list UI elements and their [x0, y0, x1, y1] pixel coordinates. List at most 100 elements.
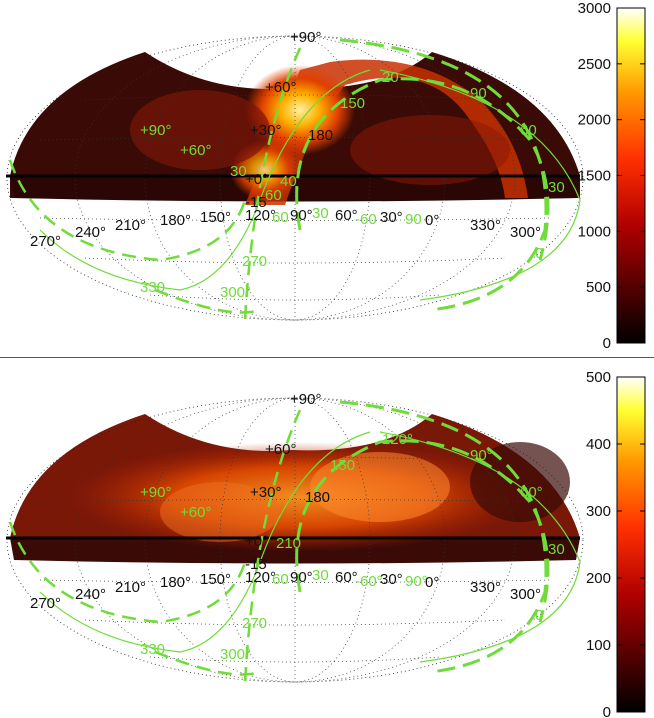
svg-text:0°: 0° [425, 574, 439, 591]
colorbar-bottom-gradient [616, 376, 646, 713]
colorbar-tick-label: 1000 [578, 223, 611, 240]
note-top-180: 180 [308, 127, 333, 144]
lon-top-0: 0° [425, 212, 439, 229]
svg-text:150°: 150° [200, 571, 231, 588]
svg-text:300°: 300° [220, 284, 251, 301]
colorbar-tick-label: 100 [586, 637, 611, 654]
lat-label-top-m15: -15 [245, 194, 267, 211]
colorbar-tick-label: 0 [603, 335, 611, 352]
sky-outline-bottom [6, 397, 584, 683]
svg-text:270: 270 [242, 615, 267, 632]
svg-text:90°: 90° [470, 447, 493, 464]
colorbar-tick-label: 300 [586, 503, 611, 520]
svg-text:+60°: +60° [180, 142, 211, 159]
lon-top-60: 60° [335, 207, 358, 224]
svg-text:90°: 90° [290, 569, 313, 586]
colorbar-tick-label: 200 [586, 570, 611, 587]
sky-outline-top [6, 35, 584, 321]
colorbar-tick-label: 0 [603, 704, 611, 718]
svg-text:60°: 60° [520, 484, 543, 501]
svg-text:150: 150 [340, 95, 365, 112]
lat-label-bottom-60: +60° [265, 441, 296, 458]
svg-text:60°: 60° [335, 569, 358, 586]
panel-bottom: +90° +60° +30° +0° -15 270° 240° 210° 18… [6, 369, 646, 718]
svg-text:240°: 240° [75, 586, 106, 603]
lat-label-top-0: +0° [245, 171, 268, 188]
svg-text:60: 60 [272, 571, 289, 588]
svg-text:40: 40 [280, 173, 297, 190]
colorbar-tick-label: 400 [586, 436, 611, 453]
colorbar-tick-label: 1500 [578, 168, 611, 185]
svg-text:30: 30 [548, 179, 565, 196]
green-overlay-top [8, 38, 581, 321]
svg-text:120°: 120° [245, 569, 276, 586]
svg-text:0: 0 [535, 245, 543, 262]
colorbar-bottom: 0 100 200 300 400 500 [586, 369, 646, 718]
svg-text:330: 330 [140, 641, 165, 658]
svg-text:180°: 180° [160, 574, 191, 591]
lat-label-bottom-90: +90° [290, 391, 321, 408]
warm-right-top [350, 115, 510, 185]
lon-top-330: 330° [470, 217, 501, 234]
svg-text:-60°: -60° [355, 573, 383, 590]
lat-label-top-90: +90° [290, 29, 321, 46]
svg-text:300°: 300° [510, 586, 541, 603]
grid-bottom [39, 397, 551, 683]
svg-text:20: 20 [382, 69, 399, 86]
lat-label-top-30: +30° [250, 122, 281, 139]
svg-text:210: 210 [276, 535, 301, 552]
svg-text:0: 0 [535, 607, 543, 624]
svg-text:150: 150 [330, 457, 355, 474]
lon-top-90: 90° [290, 207, 313, 224]
svg-text:300°: 300° [220, 646, 251, 663]
lat-label-bottom-m15: -15 [245, 556, 267, 573]
svg-text:60: 60 [520, 122, 537, 139]
lon-top-30: 30° [380, 209, 403, 226]
svg-text:30: 30 [548, 541, 565, 558]
svg-text:330: 330 [140, 279, 165, 296]
svg-text:120°: 120° [382, 431, 413, 448]
colorbar-bottom-ticks: 0 100 200 300 400 500 [586, 369, 645, 718]
lon-labels-top: 270° 240° 210° 180° 150° 120° 90° 60° 30… [30, 207, 541, 250]
lon-top-180: 180° [160, 212, 191, 229]
svg-text:330°: 330° [470, 579, 501, 596]
green-labels-bottom: +90° +60° 120° 150 90° 60° 30 0 30 60 27… [140, 431, 565, 663]
svg-text:210°: 210° [115, 579, 146, 596]
warm-left-top [130, 90, 270, 170]
green-labels-top: +90° +60° 20 150 90 60 30 0 30 60 270 33… [140, 69, 565, 301]
svg-text:30: 30 [230, 163, 247, 180]
colorbar-top-ticks: 0 500 1000 1500 2000 2500 3000 [578, 0, 645, 352]
svg-text:270°: 270° [30, 595, 61, 612]
lat-label-top-60: +60° [265, 79, 296, 96]
colorbar-tick-label: 2000 [578, 112, 611, 129]
svg-text:90°: 90° [405, 573, 428, 590]
lon-top-150: 150° [200, 209, 231, 226]
dark-right-bottom [470, 442, 570, 522]
svg-text:270: 270 [242, 253, 267, 270]
colorbar-tick-label: 500 [586, 279, 611, 296]
lat-label-bottom-0: +0° [245, 533, 268, 550]
svg-text:90: 90 [470, 85, 487, 102]
lat-label-bottom-30: +30° [250, 484, 281, 501]
svg-text:30: 30 [312, 567, 329, 584]
svg-text:+90°: +90° [140, 122, 171, 139]
lon-top-210: 210° [115, 217, 146, 234]
svg-text:60: 60 [265, 187, 282, 204]
svg-text:+90°: +90° [140, 484, 171, 501]
lon-top-300: 300° [510, 224, 541, 241]
grid-top [39, 35, 551, 321]
svg-text:30: 30 [312, 205, 329, 222]
svg-text:90: 90 [405, 211, 422, 228]
colorbar-tick-label: 500 [586, 369, 611, 386]
svg-text:60: 60 [272, 209, 289, 226]
svg-text:30°: 30° [380, 571, 403, 588]
lon-top-120: 120° [245, 207, 276, 224]
warm-spot-bottom [310, 452, 450, 522]
colorbar-tick-label: 2500 [578, 56, 611, 73]
colorbar-tick-label: 3000 [578, 0, 611, 17]
lon-top-240: 240° [75, 224, 106, 241]
svg-text:-60: -60 [355, 211, 377, 228]
colorbar-top: 0 500 1000 1500 2000 2500 3000 [578, 0, 646, 352]
lon-top-270: 270° [30, 233, 61, 250]
